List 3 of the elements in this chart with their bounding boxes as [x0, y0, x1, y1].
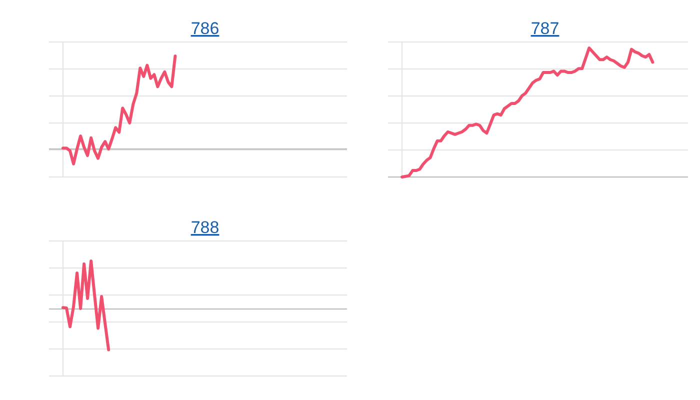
chart-title: 786	[190, 19, 220, 38]
chart-title: 788	[190, 218, 220, 237]
chart-title: 787	[530, 19, 560, 38]
